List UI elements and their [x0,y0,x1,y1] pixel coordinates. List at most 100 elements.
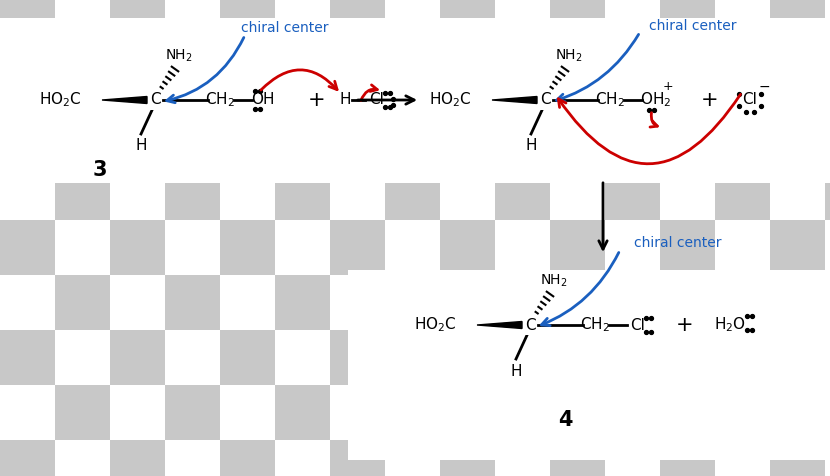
Bar [348,270,830,460]
Text: +: + [701,90,719,110]
Bar [660,220,715,275]
Text: CH$_2$: CH$_2$ [595,90,625,109]
Bar [440,220,495,275]
Bar [55,275,110,330]
Bar [550,110,605,165]
Bar [165,385,220,440]
Text: NH$_2$: NH$_2$ [165,48,193,64]
Bar [330,220,385,275]
Polygon shape [102,97,147,103]
Text: C: C [540,92,550,108]
Bar [55,385,110,440]
Bar [0,18,408,183]
Bar [0,0,55,55]
Bar [220,440,275,476]
Bar [330,0,385,55]
Bar [220,0,275,55]
Bar [770,330,825,385]
Bar [495,275,550,330]
Text: H: H [510,364,522,378]
Bar [165,165,220,220]
Bar [605,55,660,110]
Text: HO$_2$C: HO$_2$C [429,90,472,109]
Text: 4: 4 [558,410,572,430]
Bar [825,385,830,440]
Bar [330,330,385,385]
Bar [660,0,715,55]
Bar [660,110,715,165]
Polygon shape [477,321,522,328]
Text: NH$_2$: NH$_2$ [540,273,568,289]
Bar [220,220,275,275]
Text: Cl: Cl [631,317,646,333]
Bar [110,440,165,476]
Bar [385,165,440,220]
Bar [825,55,830,110]
Bar [330,440,385,476]
Text: chiral center: chiral center [649,19,737,33]
Text: C: C [525,317,535,333]
Bar [825,275,830,330]
Bar [275,165,330,220]
Bar [110,220,165,275]
Bar [550,0,605,55]
Bar [440,440,495,476]
Bar [165,55,220,110]
Bar [605,275,660,330]
Bar [825,165,830,220]
Text: CH$_2$: CH$_2$ [205,90,235,109]
Bar [165,275,220,330]
Text: chiral center: chiral center [242,21,329,35]
Text: +: + [662,80,673,93]
Text: OH: OH [251,92,275,108]
Bar [55,165,110,220]
Text: H: H [525,139,537,153]
Text: Cl: Cl [369,92,384,108]
Bar [605,165,660,220]
Bar [770,440,825,476]
Bar [330,110,385,165]
Bar [110,330,165,385]
Text: OH$_2$: OH$_2$ [641,90,671,109]
Bar [408,18,830,183]
Bar [220,330,275,385]
Text: 3: 3 [93,160,107,180]
Text: +: + [676,315,694,335]
Text: C: C [149,92,160,108]
Bar [660,330,715,385]
Bar [440,0,495,55]
Bar [605,385,660,440]
Bar [495,385,550,440]
Bar [275,275,330,330]
Bar [110,0,165,55]
Bar [715,385,770,440]
Bar [495,165,550,220]
Bar [0,220,55,275]
Bar [660,440,715,476]
Bar [770,220,825,275]
Bar [550,440,605,476]
Bar [440,110,495,165]
Bar [550,220,605,275]
Text: −: − [758,80,769,94]
Bar [385,275,440,330]
Text: HO$_2$C: HO$_2$C [39,90,82,109]
Bar [385,55,440,110]
Text: H: H [339,92,351,108]
Bar [275,385,330,440]
Bar [715,55,770,110]
Text: Cl: Cl [743,92,758,108]
Bar [495,55,550,110]
Text: H$_2$O: H$_2$O [714,316,746,334]
Bar [0,330,55,385]
Bar [0,440,55,476]
Bar [275,55,330,110]
Text: chiral center: chiral center [634,236,722,250]
Text: CH$_2$: CH$_2$ [580,316,610,334]
Polygon shape [492,97,537,103]
Bar [385,385,440,440]
Bar [220,110,275,165]
Bar [715,275,770,330]
Bar [550,330,605,385]
Bar [770,110,825,165]
